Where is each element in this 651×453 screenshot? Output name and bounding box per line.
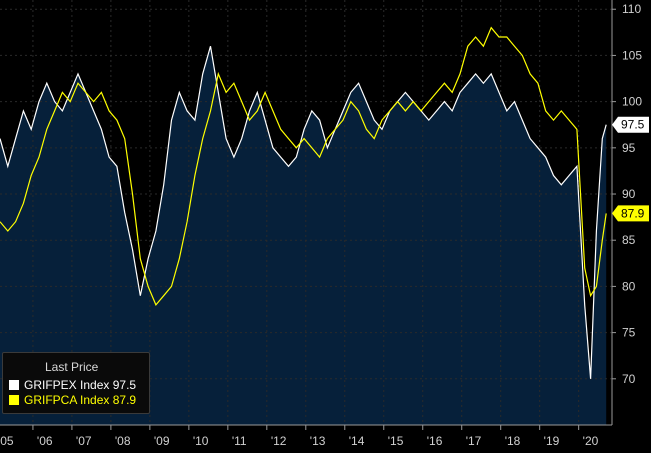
x-tick-label: '15 xyxy=(388,434,404,448)
y-tick-label: 85 xyxy=(622,233,636,247)
last-value-tag-bg xyxy=(612,116,649,133)
x-tick-label: '14 xyxy=(349,434,365,448)
last-value-tag-grifpex: 97.5 xyxy=(612,116,649,133)
x-tick-label: '07 xyxy=(76,434,92,448)
legend-swatch-grifpex xyxy=(9,379,19,390)
y-tick-label: 100 xyxy=(622,95,642,109)
x-tick-label: '10 xyxy=(193,434,209,448)
x-tick-label: '12 xyxy=(271,434,287,448)
legend-value-grifpca: 87.9 xyxy=(112,392,137,407)
x-tick-label: '13 xyxy=(310,434,326,448)
y-tick-label: 110 xyxy=(622,2,641,16)
y-tick-label: 80 xyxy=(622,279,636,293)
grid-lines xyxy=(0,0,612,425)
last-value-tags: 97.5 87.9 xyxy=(612,116,649,222)
x-tick-label: '18 xyxy=(505,434,521,448)
y-tick-label: 75 xyxy=(622,326,636,340)
legend: Last Price GRIFPEX Index 97.5 GRIFPCA In… xyxy=(2,352,150,414)
area-fills xyxy=(0,46,607,425)
legend-item-grifpex: GRIFPEX Index 97.5 xyxy=(3,377,149,392)
last-value-tag-bg xyxy=(612,205,649,222)
last-value-tag-text: 87.9 xyxy=(621,206,645,220)
y-axis: 70 75 80 85 90 95 100 105 110 xyxy=(611,0,642,425)
legend-name-grifpca: GRIFPCA Index xyxy=(24,392,110,407)
legend-name-grifpex: GRIFPEX Index xyxy=(24,377,110,392)
x-tick-label: '16 xyxy=(427,434,443,448)
area-fill-0 xyxy=(0,46,607,425)
legend-title: Last Price xyxy=(45,360,99,374)
series-line-grifpca xyxy=(0,26,607,307)
x-axis: '05 '06 '07 '08 '09 '10 '11 '12 '13 '14 '15 '16 '17 '… xyxy=(0,424,612,448)
y-tick-label: 105 xyxy=(622,48,642,62)
y-tick-label: 95 xyxy=(622,141,636,155)
last-value-tag-text: 97.5 xyxy=(621,118,645,132)
x-tick-label: '05 xyxy=(0,434,14,448)
legend-item-grifpca: GRIFPCA Index 87.9 xyxy=(3,392,149,407)
last-value-tag-grifpca: 87.9 xyxy=(612,205,649,222)
x-tick-label: '17 xyxy=(466,434,482,448)
x-tick-label: '19 xyxy=(544,434,560,448)
x-tick-label: '11 xyxy=(232,434,247,448)
x-tick-label: '20 xyxy=(583,434,599,448)
legend-swatch-grifpca xyxy=(9,394,19,405)
y-tick-label: 70 xyxy=(622,372,636,386)
x-tick-label: '09 xyxy=(154,434,170,448)
x-tick-label: '06 xyxy=(37,434,53,448)
series-line-grifpex xyxy=(0,46,607,379)
legend-value-grifpex: 97.5 xyxy=(112,377,137,392)
y-tick-label: 90 xyxy=(622,187,636,201)
x-tick-label: '08 xyxy=(115,434,131,448)
series-lines xyxy=(0,26,607,379)
